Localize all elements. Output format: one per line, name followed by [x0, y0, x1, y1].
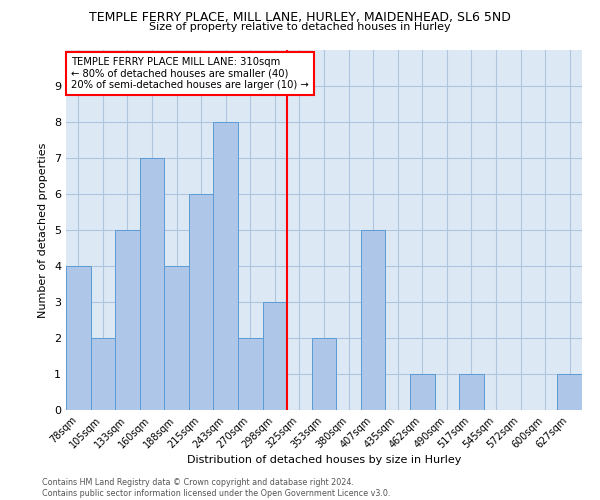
Bar — [115, 230, 140, 410]
Y-axis label: Number of detached properties: Number of detached properties — [38, 142, 49, 318]
Bar — [214, 122, 238, 410]
Bar — [66, 266, 91, 410]
Text: Contains HM Land Registry data © Crown copyright and database right 2024.
Contai: Contains HM Land Registry data © Crown c… — [42, 478, 391, 498]
Bar — [263, 302, 287, 410]
Text: TEMPLE FERRY PLACE MILL LANE: 310sqm
← 80% of detached houses are smaller (40)
2: TEMPLE FERRY PLACE MILL LANE: 310sqm ← 8… — [71, 57, 309, 90]
Bar — [557, 374, 582, 410]
Text: Size of property relative to detached houses in Hurley: Size of property relative to detached ho… — [149, 22, 451, 32]
Bar — [164, 266, 189, 410]
X-axis label: Distribution of detached houses by size in Hurley: Distribution of detached houses by size … — [187, 456, 461, 466]
Bar — [140, 158, 164, 410]
Text: TEMPLE FERRY PLACE, MILL LANE, HURLEY, MAIDENHEAD, SL6 5ND: TEMPLE FERRY PLACE, MILL LANE, HURLEY, M… — [89, 11, 511, 24]
Bar — [361, 230, 385, 410]
Bar — [238, 338, 263, 410]
Bar — [459, 374, 484, 410]
Bar — [410, 374, 434, 410]
Bar — [91, 338, 115, 410]
Bar — [312, 338, 336, 410]
Bar — [189, 194, 214, 410]
